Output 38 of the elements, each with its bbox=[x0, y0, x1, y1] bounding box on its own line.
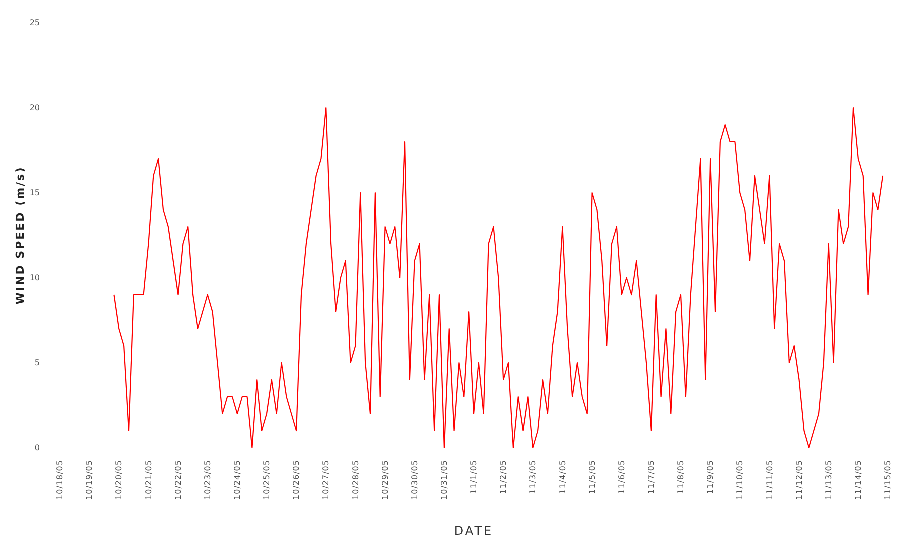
y-tick-label: 25 bbox=[30, 18, 40, 28]
x-tick-label: 11/7/05 bbox=[646, 460, 656, 494]
x-tick-label: 11/13/05 bbox=[824, 460, 834, 500]
x-tick-label: 10/26/05 bbox=[292, 460, 302, 500]
x-tick-label: 10/22/05 bbox=[174, 460, 183, 500]
x-tick-label: 11/3/05 bbox=[528, 460, 538, 494]
x-tick-label: 11/8/05 bbox=[676, 460, 686, 494]
x-tick-label: 10/29/05 bbox=[380, 460, 390, 500]
y-tick-label: 10 bbox=[30, 274, 40, 283]
x-tick-label: 10/20/05 bbox=[114, 460, 124, 500]
x-tick-label: 10/30/05 bbox=[410, 460, 420, 500]
x-tick-label: 10/31/05 bbox=[440, 460, 449, 500]
line-series bbox=[114, 107, 884, 449]
y-tick-label: 0 bbox=[34, 444, 40, 453]
x-tick-label: 11/15/05 bbox=[884, 460, 893, 500]
y-tick-label: 5 bbox=[34, 358, 40, 368]
y-tick-label: 15 bbox=[30, 188, 40, 198]
x-tick-label: 10/25/05 bbox=[262, 460, 272, 500]
x-tick-label: 11/5/05 bbox=[588, 460, 597, 494]
x-tick-label: 10/23/05 bbox=[203, 460, 212, 500]
x-axis-title: DATE bbox=[454, 524, 494, 538]
x-tick-label: 11/1/05 bbox=[470, 460, 479, 494]
x-tick-label: 11/11/05 bbox=[765, 460, 774, 500]
y-tick-label: 20 bbox=[30, 104, 40, 113]
x-tick-label: 11/9/05 bbox=[706, 460, 716, 494]
x-tick-label: 10/24/05 bbox=[232, 460, 242, 500]
x-tick-label: 11/2/05 bbox=[499, 460, 508, 494]
x-tick-label: 10/27/05 bbox=[322, 460, 331, 500]
x-tick-label: 11/10/05 bbox=[736, 460, 745, 500]
x-tick-label: 10/19/05 bbox=[85, 460, 94, 500]
x-tick-label: 11/6/05 bbox=[617, 460, 626, 494]
x-tick-label: 10/18/05 bbox=[56, 460, 65, 500]
y-axis-title: WIND SPEED (m/s) bbox=[14, 166, 27, 305]
x-tick-label: 10/28/05 bbox=[351, 460, 360, 500]
x-tick-label: 10/21/05 bbox=[144, 460, 154, 500]
x-tick-label: 11/12/05 bbox=[794, 460, 804, 500]
x-tick-label: 11/14/05 bbox=[854, 460, 863, 500]
x-tick-label: 11/4/05 bbox=[558, 460, 568, 494]
